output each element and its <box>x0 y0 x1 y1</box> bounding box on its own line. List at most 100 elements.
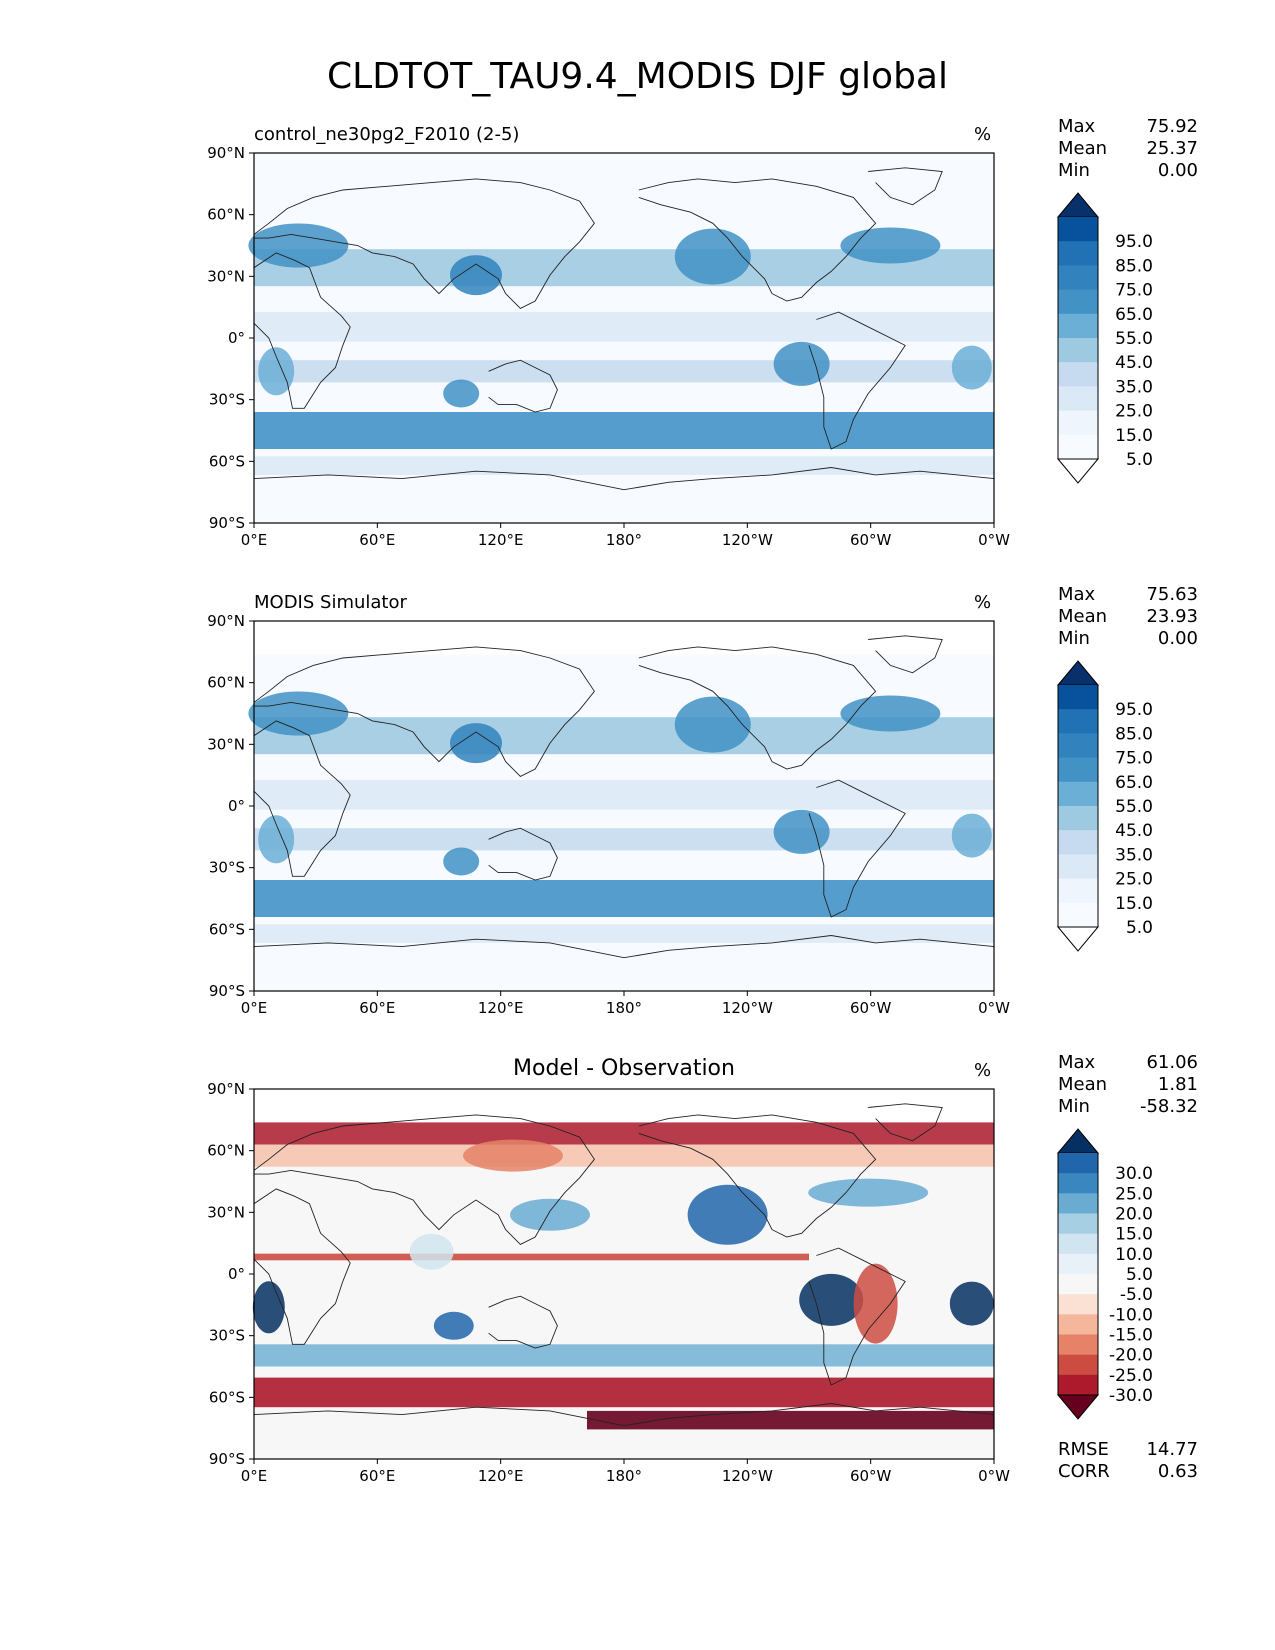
lon-tick-label: 0°E <box>241 531 268 549</box>
colorbar-extend-bottom <box>1056 458 1100 484</box>
stat-label: Max <box>1058 116 1096 137</box>
metric-label: CORR <box>1058 1461 1110 1482</box>
field-blob <box>799 1273 864 1326</box>
lon-tick-label: 60°W <box>850 999 892 1017</box>
colorbar-segment <box>1058 1374 1098 1396</box>
lon-tick-label: 60°E <box>359 531 395 549</box>
colorbar-label: 5.0 <box>1126 918 1153 938</box>
colorbar-label: 85.0 <box>1115 256 1153 276</box>
lat-tick-label: 60°S <box>209 920 245 938</box>
field-blob <box>773 341 830 386</box>
lat-tick-label: 90°N <box>207 1080 245 1098</box>
colorbar-label: 5.0 <box>1126 1265 1153 1285</box>
field-band <box>254 1144 994 1167</box>
no-data-band <box>254 1089 994 1123</box>
colorbar-outline <box>1057 685 1099 927</box>
colorbar-extend-top <box>1056 1128 1100 1154</box>
stat-value: 0.00 <box>1157 628 1198 649</box>
lat-tick-label: 60°N <box>207 674 245 692</box>
coastline <box>253 178 595 309</box>
coastline <box>638 646 877 770</box>
colorbar-segment <box>1058 217 1098 242</box>
field-blob <box>808 1178 929 1207</box>
colorbar-label: 65.0 <box>1115 305 1153 325</box>
colorbar-segment <box>1058 854 1098 880</box>
coastline <box>253 1114 595 1245</box>
colorbar-label: 25.0 <box>1115 402 1153 422</box>
coastline <box>253 252 351 409</box>
colorbar-segment <box>1058 1253 1098 1275</box>
stat-row-mean: Mean 1.81 <box>1058 1074 1198 1096</box>
colorbar-outline <box>1057 1153 1099 1395</box>
lat-tick-label: 30°N <box>207 1203 245 1221</box>
lat-tick-label: 30°S <box>209 1327 245 1345</box>
metric-label: RMSE <box>1058 1439 1109 1460</box>
colorbar-label: 10.0 <box>1115 1245 1153 1265</box>
panel-units: % <box>974 592 992 613</box>
field-band <box>587 1410 994 1430</box>
colorbar-segment <box>1058 1153 1098 1174</box>
lon-tick-label: 120°W <box>722 999 773 1017</box>
field-band <box>254 1122 994 1145</box>
field-blob <box>443 379 480 408</box>
colorbar-3: 30.025.020.015.010.05.0-5.0-10.0-15.0-20… <box>1056 1128 1153 1420</box>
stat-label: Mean <box>1058 138 1108 159</box>
stat-row-min: Min 0.00 <box>1058 160 1198 182</box>
colorbar-segment <box>1058 1314 1098 1335</box>
field-blob <box>248 691 349 736</box>
coastline <box>253 1403 995 1427</box>
colorbar-segment <box>1058 1213 1098 1235</box>
field-band <box>254 828 994 851</box>
metric-value: 14.77 <box>1146 1439 1198 1460</box>
stat-row-min: Min -58.32 <box>1058 1096 1198 1118</box>
colorbar-extend-bottom <box>1056 1394 1100 1420</box>
field-band <box>254 924 994 943</box>
colorbar-segment <box>1058 313 1098 339</box>
colorbar-label: 15.0 <box>1115 894 1153 914</box>
coastline <box>868 635 943 674</box>
colorbar-segment <box>1058 265 1098 291</box>
stat-row-max: Max 75.92 <box>1058 116 1198 138</box>
coastline <box>253 720 351 877</box>
colorbar-segment <box>1058 241 1098 266</box>
colorbar-2: 95.0 85.0 75.0 65.0 55.0 45.0 35.0 25.0 15.0 5.0 <box>1056 660 1153 952</box>
lat-tick-label: 60°N <box>207 1142 245 1160</box>
field-blob <box>773 809 830 854</box>
lat-tick-label: 0° <box>228 329 245 347</box>
field-blob <box>840 227 941 264</box>
lon-tick-label: 60°W <box>850 1467 892 1485</box>
field-blob <box>463 1139 563 1172</box>
field-blob <box>409 1233 454 1270</box>
map-panel-1: 90°N 60°N 30°N 0° 30°S 60°S 90°S0°E 60°E 120°E 18… <box>207 144 1010 549</box>
colorbar-label: 85.0 <box>1115 724 1153 744</box>
field-blob <box>853 1263 898 1344</box>
colorbar-label: 45.0 <box>1115 821 1153 841</box>
stat-label: Mean <box>1058 606 1108 627</box>
lat-tick-label: 90°S <box>209 982 245 1000</box>
stat-value: 25.37 <box>1146 138 1198 159</box>
lon-tick-label: 60°E <box>359 999 395 1017</box>
field-blob <box>674 228 751 285</box>
stat-value: 75.92 <box>1146 116 1198 137</box>
colorbar-segment <box>1058 1233 1098 1255</box>
map-panel-3: 90°N 60°N 30°N 0° 30°S 60°S 90°S0°E 60°E 120°E 18… <box>207 1080 1010 1485</box>
metric-row-rmse: RMSE 14.77 <box>1058 1439 1198 1461</box>
colorbar-segment <box>1058 902 1098 928</box>
stat-value: 61.06 <box>1146 1052 1198 1073</box>
lat-tick-label: 30°S <box>209 391 245 409</box>
coastline <box>253 646 595 777</box>
colorbar-outline <box>1057 217 1099 459</box>
field-blob <box>674 696 751 753</box>
colorbar-label: 25.0 <box>1115 1184 1153 1204</box>
colorbar-label: -5.0 <box>1120 1285 1153 1305</box>
coastline <box>638 1114 877 1238</box>
stat-label: Min <box>1058 628 1090 649</box>
colorbar-label: 5.0 <box>1126 450 1153 470</box>
panel-units: % <box>974 124 992 145</box>
stat-row-max: Max 75.63 <box>1058 584 1198 606</box>
lon-tick-label: 120°E <box>478 531 524 549</box>
field-blob <box>258 815 295 864</box>
colorbar-label: 75.0 <box>1115 281 1153 301</box>
lat-tick-label: 30°N <box>207 267 245 285</box>
panel-units: % <box>974 1060 992 1081</box>
